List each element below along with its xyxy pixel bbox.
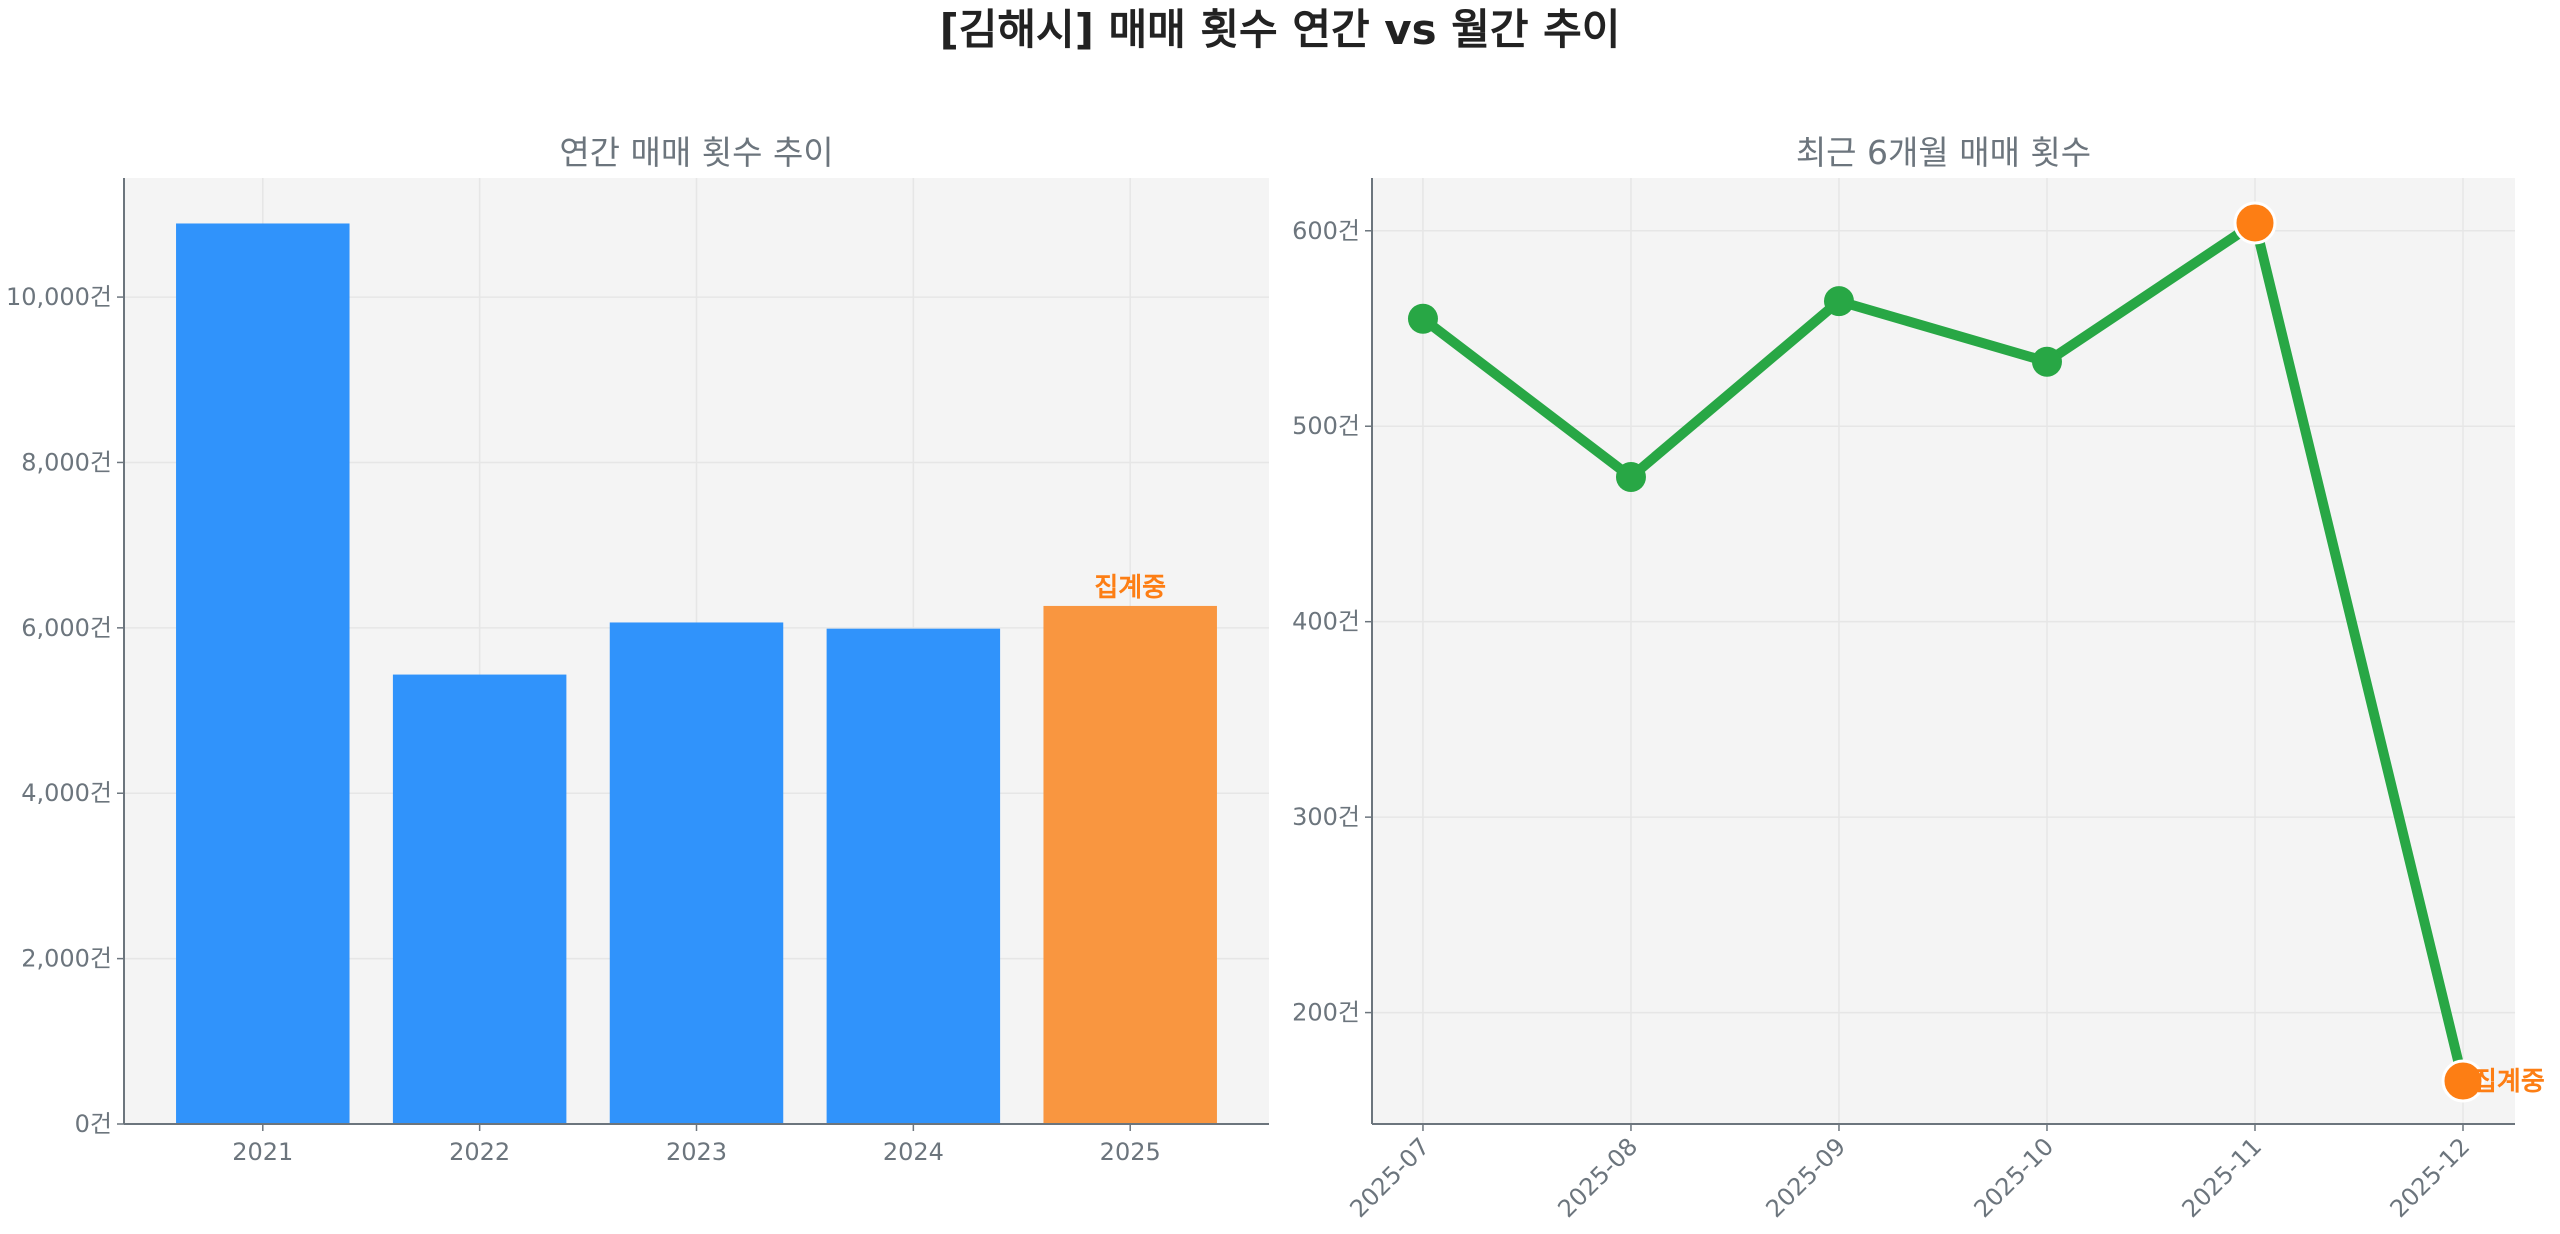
bar-2024 [826,628,1001,1124]
y-tick-label: 10,000건 [6,283,112,311]
data-point-2025-10 [2031,346,2062,377]
subplot-1: 200건 300건 400건 500건 600건 최근 6개월 매매 횟수 2025-07 2… [1292,133,2545,1223]
series-line [1419,217,2468,1083]
x-tick-label: 2021 [232,1138,293,1166]
plot-area [1372,178,2515,1124]
subplot-title: 최근 6개월 매매 횟수 [1796,133,2091,172]
bar-2023 [609,622,784,1124]
x-tick-label: 2025 [1100,1138,1161,1166]
y-tick-label: 300건 [1292,803,1360,831]
x-tick-label: 2025-12 [2385,1132,2476,1223]
y-tick-label: 600건 [1292,217,1360,245]
data-point-2025-12 [2441,1059,2485,1103]
subplot-0: 0건 2,000건 4,000건 6,000건 8,000건 10,000건 연간 매매 횟… [6,133,1269,1166]
annotation-label: 집계중 [2473,1067,2545,1097]
x-tick-label: 2025-08 [1553,1132,1644,1223]
annotation-label: 집계중 [1094,573,1166,603]
y-tick-label: 200건 [1292,999,1360,1027]
y-tick-label: 6,000건 [21,614,112,642]
y-tick-label: 2,000건 [21,945,112,973]
subplot-title: 연간 매매 횟수 추이 [559,133,833,172]
x-tick-label: 2023 [666,1138,727,1166]
y-tick-label: 0건 [75,1110,112,1138]
y-tick-label: 4,000건 [21,779,112,807]
data-point-2025-11 [2233,201,2277,245]
x-tick-label: 2025-07 [1344,1132,1435,1223]
y-tick-label: 500건 [1292,412,1360,440]
bar-2025 [1043,605,1217,1124]
y-tick-label: 8,000건 [21,448,112,476]
x-tick-label: 2025-09 [1761,1132,1852,1223]
x-tick-label: 2025-11 [2177,1132,2268,1223]
data-point-2025-08 [1615,462,1646,493]
bar-2021 [176,223,350,1124]
figure-title: [김해시] 매매 횟수 연간 vs 월간 추이 [939,5,1621,54]
x-tick-label: 2022 [449,1138,510,1166]
x-tick-label: 2025-10 [1969,1132,2060,1223]
data-point-2025-07 [1407,303,1438,334]
x-tick-label: 2024 [883,1138,944,1166]
y-tick-label: 400건 [1292,608,1360,636]
data-point-2025-09 [1823,286,1854,317]
bar-2022 [392,674,567,1124]
